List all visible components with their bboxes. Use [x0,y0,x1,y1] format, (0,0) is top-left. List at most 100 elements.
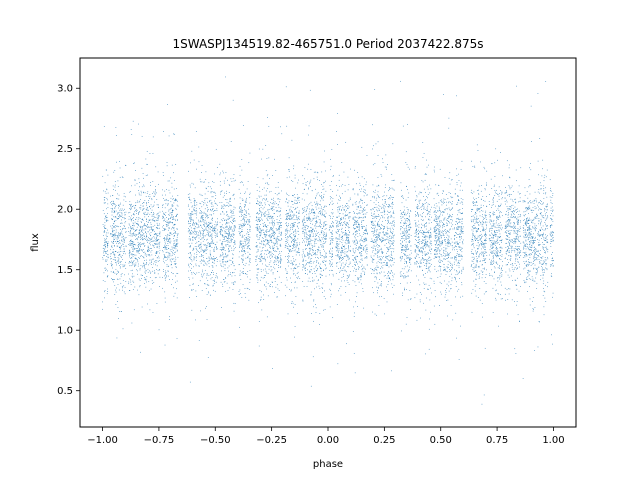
data-point [341,236,343,237]
data-point [154,193,156,194]
data-point [133,241,135,243]
data-point [115,262,117,264]
data-point [255,259,257,261]
data-point [165,221,166,222]
data-point [336,131,337,132]
data-point [227,255,229,257]
data-point [286,237,288,239]
data-point [337,246,339,247]
data-point [144,228,146,230]
data-point [346,222,348,224]
data-point [275,278,276,280]
data-point [142,210,143,211]
data-point [257,268,259,270]
data-point [303,264,304,266]
data-point [272,230,274,232]
data-point [175,258,177,260]
data-point [205,235,206,237]
data-point [168,319,170,320]
data-point [276,256,278,257]
data-point [211,235,213,237]
data-point [279,256,281,258]
data-point [321,209,323,211]
data-point [348,275,350,277]
data-point [239,206,241,207]
data-point [119,205,120,207]
data-point [148,202,149,203]
data-point [274,257,276,258]
data-point [238,228,240,230]
data-point [105,241,106,243]
data-point [206,204,207,206]
data-point [273,231,275,232]
data-point [291,139,293,141]
data-point [171,205,173,206]
data-point [146,276,148,278]
data-point [322,255,323,256]
data-point [274,220,275,222]
data-point [191,219,193,220]
data-point [107,275,109,277]
data-point [286,199,288,201]
data-point [336,247,338,249]
data-point [306,234,308,236]
data-point [343,209,345,211]
data-point [113,201,114,203]
data-point [245,200,247,202]
data-point [166,248,167,250]
data-point [342,239,344,241]
data-point [259,210,261,211]
data-point [169,212,171,214]
data-point [309,241,311,243]
data-point [241,259,243,260]
data-point [142,191,144,193]
data-point [336,226,338,228]
data-point [163,247,165,248]
data-point [337,229,339,231]
data-point [110,255,111,257]
data-point [165,224,167,226]
data-point [227,238,229,239]
data-point [168,227,170,229]
data-point [137,218,139,220]
data-point [337,363,339,365]
data-point [270,240,272,242]
data-point [322,233,324,235]
data-point [230,245,231,247]
data-point [276,241,277,243]
data-point [191,264,192,266]
data-point [315,223,317,224]
data-point [242,181,244,183]
data-point [189,193,191,195]
data-point [235,227,236,229]
data-point [332,265,334,267]
data-point [266,158,268,159]
data-point [134,207,136,209]
data-point [305,231,307,233]
data-point [267,209,269,211]
data-point [294,174,296,176]
data-point [220,233,221,234]
data-point [227,218,229,220]
data-point [114,272,116,274]
data-point [138,246,139,247]
data-point [153,281,155,283]
data-point [134,221,136,223]
data-point [165,270,166,272]
data-point [263,244,264,246]
data-point [142,219,144,221]
data-point [150,288,152,290]
data-point [307,181,309,182]
data-point [343,209,345,211]
data-point [275,228,277,229]
data-point [227,234,229,236]
data-point [313,299,315,301]
data-point [245,214,246,216]
data-point [170,197,172,199]
data-point [113,234,115,236]
data-point [199,230,200,232]
data-point [220,193,221,195]
data-point [118,265,120,267]
data-point [262,247,264,248]
data-point [191,309,193,311]
